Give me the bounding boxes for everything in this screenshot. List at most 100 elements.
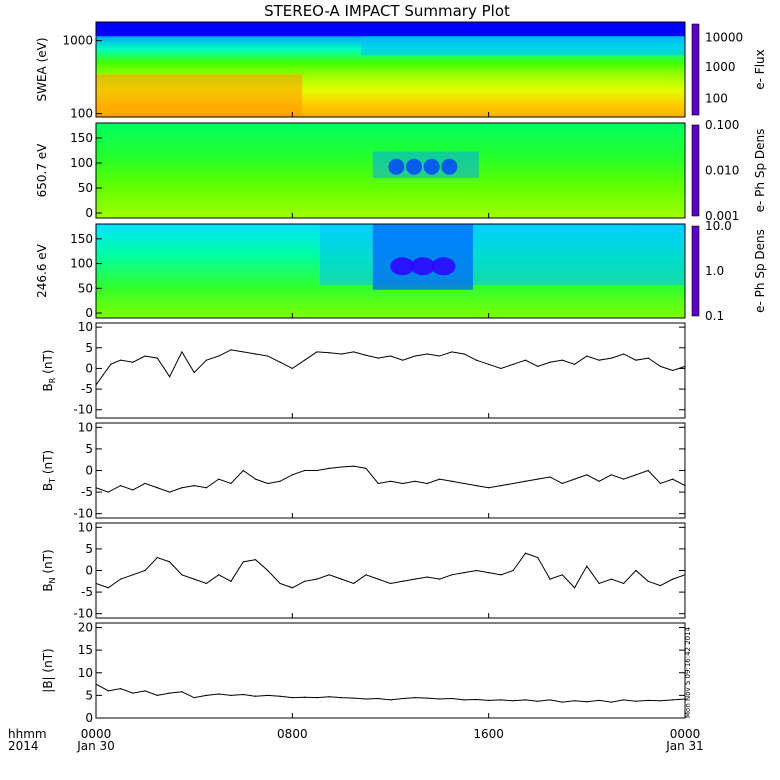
- data-point: [365, 467, 367, 469]
- data-point: [549, 699, 551, 701]
- y-tick-label: 5: [85, 688, 93, 702]
- data-point: [426, 697, 428, 699]
- panel-frame: [95, 322, 686, 419]
- data-point: [95, 487, 97, 489]
- data-point: [267, 569, 269, 572]
- x-tick-label: 0000: [670, 727, 701, 741]
- y-tick-label: 10: [78, 520, 93, 534]
- spectrogram-dip-2: [431, 257, 456, 276]
- line-panel-br: -10 -5 0 5 10 BR (nT): [41, 320, 686, 419]
- plot-title: STEREO-A IMPACT Summary Plot: [264, 2, 510, 20]
- data-point: [169, 561, 171, 563]
- data-point: [537, 700, 539, 702]
- y-axis-label-main: B: [41, 483, 55, 491]
- data-point: [279, 361, 281, 363]
- data-point: [610, 578, 612, 580]
- data-point: [623, 478, 625, 480]
- data-point: [598, 699, 600, 701]
- data-point: [647, 580, 649, 582]
- time-axis-label-hhmm: hhmm: [8, 727, 47, 741]
- data-point: [193, 578, 195, 580]
- data-point: [353, 465, 355, 467]
- y-tick-label: 5: [85, 341, 93, 355]
- data-point: [132, 574, 134, 576]
- y-tick-label: 20: [78, 621, 93, 635]
- y-tick-label: 5: [85, 442, 93, 456]
- spectrogram-frame: [95, 21, 686, 118]
- y-axis-label: 246.6 eV: [35, 243, 49, 298]
- y-tick-label: -5: [81, 485, 93, 499]
- data-point: [549, 476, 551, 478]
- data-point: [218, 355, 220, 357]
- data-point: [328, 574, 330, 576]
- data-point: [684, 485, 686, 487]
- colorbar: [691, 23, 700, 116]
- data-point: [328, 696, 330, 698]
- y-axis-label-unit: (nT): [41, 549, 55, 577]
- data-point: [659, 585, 662, 587]
- colorbar-tick-label: 100: [705, 92, 728, 106]
- data-point: [328, 467, 330, 469]
- data-point: [365, 698, 367, 700]
- y-axis-label: |B| (nT): [41, 648, 55, 692]
- data-point: [304, 696, 306, 698]
- spectrogram-dip-0: [390, 257, 415, 276]
- data-point: [463, 482, 465, 485]
- data-point: [205, 582, 208, 585]
- spectrogram-hot-region: [96, 74, 303, 117]
- data-point: [500, 367, 502, 370]
- generation-timestamp: Mon Nov 5 09:16:42 2014: [684, 626, 692, 718]
- data-point: [475, 359, 477, 361]
- data-point: [647, 469, 649, 472]
- data-point: [561, 701, 563, 703]
- colorbar: [691, 225, 700, 317]
- data-point: [524, 699, 527, 701]
- y-tick-label: 150: [70, 131, 93, 145]
- data-point: [561, 359, 563, 361]
- data-point: [524, 552, 527, 554]
- data-point: [132, 692, 134, 694]
- data-point: [193, 697, 195, 699]
- data-point: [635, 569, 637, 572]
- data-point: [218, 574, 220, 576]
- colorbar-tick-label: 10000: [705, 31, 743, 45]
- data-point: [389, 582, 392, 585]
- data-point: [524, 480, 527, 482]
- y-tick-label: 0: [85, 306, 93, 320]
- data-point: [537, 478, 539, 480]
- data-point: [635, 359, 637, 361]
- data-point: [488, 363, 490, 365]
- data-point: [156, 487, 158, 489]
- data-point: [438, 578, 441, 580]
- colorbar-tick-label: 0.1: [705, 309, 724, 323]
- y-tick-label: 10: [78, 320, 93, 334]
- data-point: [230, 482, 232, 485]
- data-point: [463, 353, 465, 355]
- data-point: [451, 574, 453, 576]
- data-point: [635, 474, 637, 476]
- data-point: [573, 478, 576, 480]
- data-point: [377, 578, 379, 580]
- data-point: [647, 357, 649, 359]
- data-point: [291, 697, 293, 699]
- data-point: [426, 353, 428, 355]
- data-point: [500, 574, 502, 576]
- data-point: [586, 565, 588, 567]
- data-point: [475, 485, 477, 487]
- data-point: [107, 587, 109, 589]
- y-tick-label: 10: [78, 420, 93, 434]
- data-point: [659, 482, 662, 485]
- data-point: [512, 482, 514, 485]
- y-axis-label-main: B: [41, 583, 55, 591]
- data-point: [537, 365, 539, 367]
- data-point: [586, 355, 588, 357]
- data-point: [426, 482, 428, 485]
- data-point: [291, 367, 293, 370]
- y-tick-label: 50: [78, 181, 93, 195]
- data-point: [586, 474, 588, 476]
- data-point: [291, 474, 293, 476]
- data-point: [573, 587, 576, 589]
- data-point: [254, 695, 257, 697]
- y-tick-label: 1000: [62, 34, 93, 48]
